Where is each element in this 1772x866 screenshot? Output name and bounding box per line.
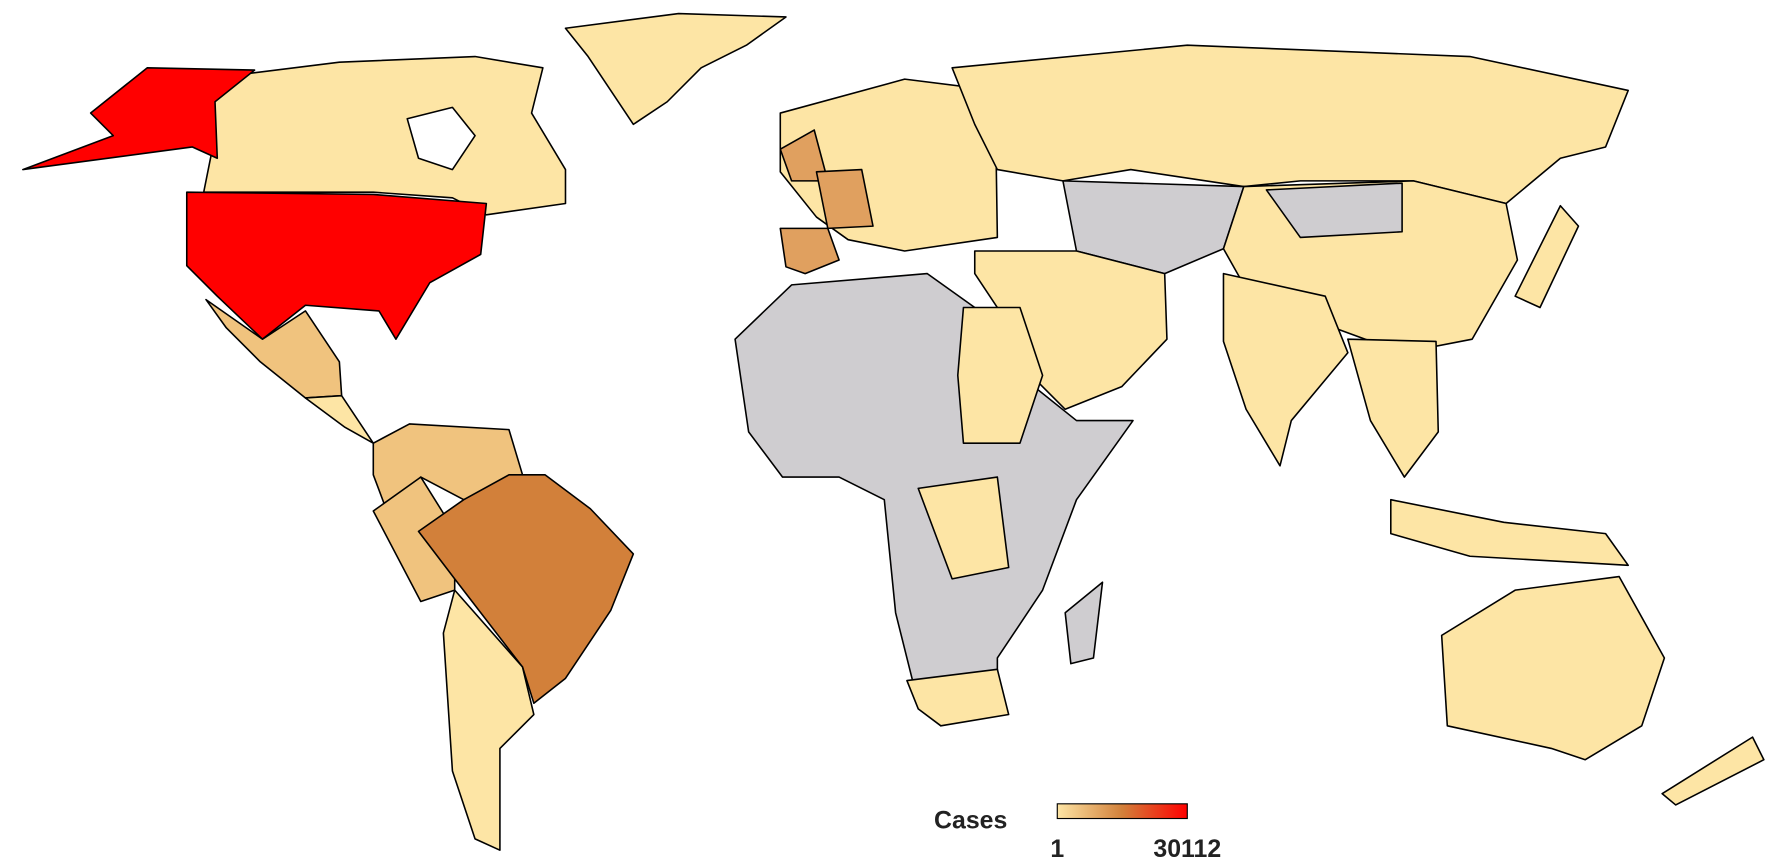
central-africa [917, 476, 1010, 580]
mongolia [1265, 182, 1403, 239]
legend: Cases 1 30112 [934, 803, 1221, 863]
argentina-chile [442, 589, 535, 851]
new-zealand [1661, 736, 1765, 806]
alaska [22, 67, 256, 171]
russia [951, 44, 1629, 205]
legend-gradient [1056, 803, 1188, 820]
greenland [564, 12, 787, 126]
egypt-sudan [956, 306, 1044, 444]
japan [1514, 204, 1580, 309]
southeast-asia [1347, 338, 1440, 478]
legend-title: Cases [934, 807, 1007, 835]
usa [185, 191, 488, 340]
india [1222, 272, 1349, 467]
countries [22, 12, 1765, 851]
legend-min: 1 [1050, 835, 1064, 863]
madagascar [1064, 581, 1104, 665]
hudson-bay [406, 106, 476, 171]
indonesia [1389, 498, 1629, 567]
brazil [417, 474, 635, 704]
legend-max: 30112 [1153, 835, 1221, 863]
france [815, 168, 874, 230]
south-africa [906, 668, 1010, 727]
central-america [304, 394, 375, 444]
middle-east [973, 250, 1168, 411]
australia [1440, 575, 1666, 761]
central-asia [1062, 180, 1245, 275]
spain [779, 227, 840, 275]
canada [202, 55, 567, 216]
